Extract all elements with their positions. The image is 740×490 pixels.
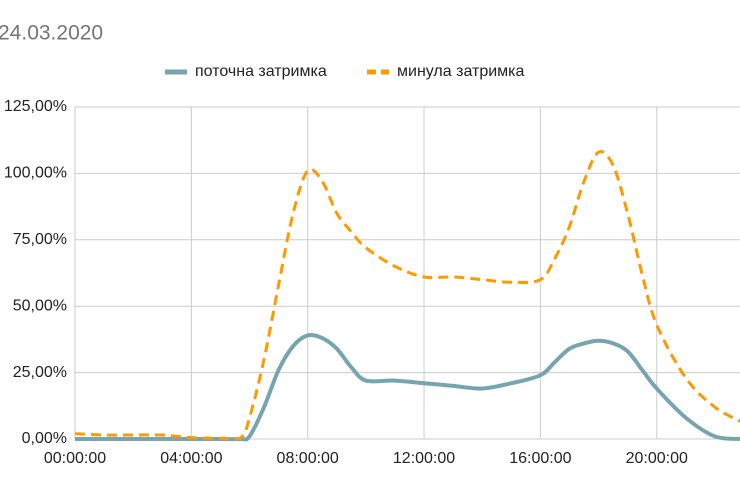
y-tick-label: 75,00%	[13, 231, 67, 248]
x-tick-label: 08:00:00	[277, 450, 339, 467]
x-tick-label: 00:00:00	[44, 450, 106, 467]
y-tick-label: 100,00%	[4, 165, 67, 182]
x-tick-label: 12:00:00	[393, 450, 455, 467]
y-tick-label: 50,00%	[13, 297, 67, 314]
chart-title: 24.03.2020	[0, 22, 103, 45]
x-tick-label: 20:00:00	[626, 450, 688, 467]
legend-label: поточна затримка	[195, 63, 327, 80]
y-tick-label: 125,00%	[4, 98, 67, 115]
series-line	[74, 150, 740, 441]
y-tick-label: 25,00%	[13, 364, 67, 381]
x-tick-label: 04:00:00	[160, 450, 222, 467]
series-line	[75, 332, 740, 442]
legend-label: минула затримка	[397, 63, 525, 80]
y-tick-label: 0,00%	[22, 430, 67, 447]
x-tick-label: 16:00:00	[509, 450, 571, 467]
